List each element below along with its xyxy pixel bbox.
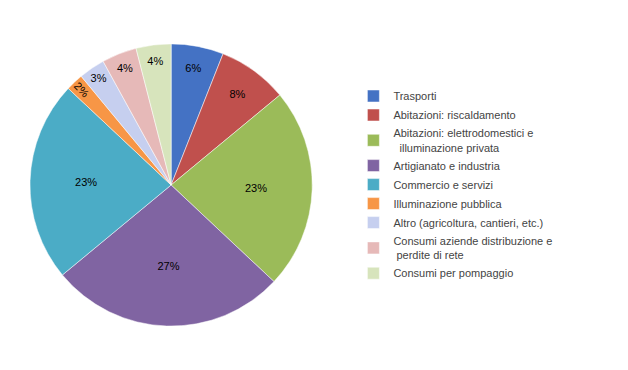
svg-text:27%: 27% — [157, 260, 179, 272]
svg-text:4%: 4% — [147, 55, 163, 67]
svg-text:Consumi per pompaggio: Consumi per pompaggio — [393, 267, 513, 279]
svg-text:23%: 23% — [75, 176, 97, 188]
svg-text:23%: 23% — [245, 182, 267, 194]
svg-text:Trasporti: Trasporti — [393, 90, 436, 102]
svg-text:Abitazioni: riscaldamento: Abitazioni: riscaldamento — [393, 109, 515, 121]
svg-text:Consumi aziende distribuzione: Consumi aziende distribuzione e perdite … — [393, 235, 552, 261]
svg-text:6%: 6% — [185, 62, 201, 74]
svg-text:Artigianato e industria: Artigianato e industria — [393, 160, 500, 172]
svg-text:Commercio e servizi: Commercio e servizi — [393, 179, 493, 191]
svg-text:8%: 8% — [229, 88, 245, 100]
svg-text:Illuminazione pubblica: Illuminazione pubblica — [393, 198, 502, 210]
svg-text:Abitazioni: elettrodomestici e: Abitazioni: elettrodomestici e illuminaz… — [393, 127, 533, 153]
svg-text:4%: 4% — [117, 62, 133, 74]
svg-text:2%: 2% — [71, 79, 92, 100]
svg-text:3%: 3% — [91, 72, 107, 84]
svg-text:Altro (agricoltura, cantieri,: Altro (agricoltura, cantieri, etc.) — [393, 217, 543, 229]
